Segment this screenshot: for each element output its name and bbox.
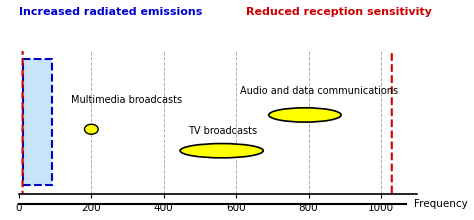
Text: Audio and data communications: Audio and data communications [240,86,398,96]
Bar [23,59,52,185]
Ellipse shape [84,124,98,134]
Text: Reduced reception sensitivity: Reduced reception sensitivity [246,7,432,16]
Text: TV broadcasts: TV broadcasts [188,126,257,136]
Text: Frequency: Frequency [413,199,467,209]
Ellipse shape [269,108,341,122]
Ellipse shape [180,143,263,158]
Text: Multimedia broadcasts: Multimedia broadcasts [72,95,182,105]
Text: Increased radiated emissions: Increased radiated emissions [19,7,202,16]
